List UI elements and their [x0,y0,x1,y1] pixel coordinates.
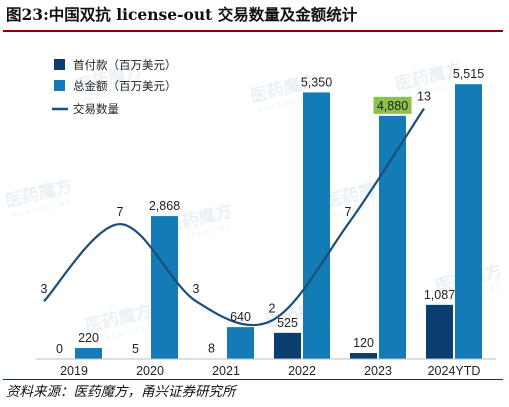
label-total-2019: 220 [78,331,99,345]
x-tick-2019: 2019 [60,364,88,378]
label-total-2022: 5,350 [301,75,332,89]
label-deals-2019: 3 [41,282,48,296]
label-total-2021: 640 [230,310,251,324]
bar-upfront-2022 [274,332,301,359]
bar-total-2020 [151,216,178,359]
label-deals-2020: 7 [117,205,124,219]
bar-total-2024YTD [455,84,482,359]
legend-swatch-upfront [54,59,65,70]
label-upfront-2020: 5 [132,342,139,356]
legend-label-total: 总金额（百万美元） [73,79,177,93]
x-tick-2020: 2020 [136,364,164,378]
bar-total-2021 [227,327,254,359]
bar-total-2022 [303,92,330,359]
chart-area: 医药魔方 PHARMCUBE 医药魔方 PHARMCUBE 医药魔方 PHARMCUBE 医… [0,34,509,378]
deal-count-line-layer [43,107,425,327]
bar-total-2019 [75,348,102,359]
label-upfront-2023: 120 [353,336,374,350]
deal-count-line [43,107,425,327]
label-deals-2021: 3 [193,282,200,296]
label-total-2023: 4,880 [377,99,408,113]
x-tick-labels: 2019 2020 2021 2022 2023 2024YTD [60,364,480,378]
source-note: 资料来源：医药魔方，甬兴证券研究所 [6,384,236,400]
legend-label-deals: 交易数量 [73,102,119,116]
legend-label-upfront: 首付款（百万美元） [73,58,177,72]
bar-total-2023 [379,115,406,360]
x-tick-2022: 2022 [288,364,316,378]
bar-upfront-2024YTD [426,304,453,359]
data-label-layer: 0 220 5 2,868 8 640 525 5,350 120 4,880 1,087 5,515… [41,67,485,356]
source-rule [3,379,503,380]
bar-upfront-2023 [350,353,377,359]
label-upfront-2021: 8 [208,342,215,356]
chart-legend: 首付款（百万美元） 总金额（百万美元） 交易数量 [52,58,177,116]
label-upfront-2019: 0 [56,342,63,356]
x-tick-2023: 2023 [364,364,392,378]
figure-title: 图23:中国双抗 license-out 交易数量及金额统计 [6,5,358,24]
x-tick-2021: 2021 [212,364,240,378]
label-highlight-2023 [373,96,412,114]
label-deals-2022: 2 [269,301,276,315]
label-upfront-2022: 525 [277,316,298,330]
label-deals-2024YTD: 13 [417,90,431,104]
x-tick-2024YTD: 2024YTD [428,364,481,378]
label-total-2020: 2,868 [149,199,180,213]
legend-swatch-total [54,80,65,91]
label-deals-2023: 7 [345,205,352,219]
label-upfront-2024YTD: 1,087 [424,288,455,302]
title-rule [3,30,503,32]
label-total-2024YTD: 5,515 [453,67,484,81]
